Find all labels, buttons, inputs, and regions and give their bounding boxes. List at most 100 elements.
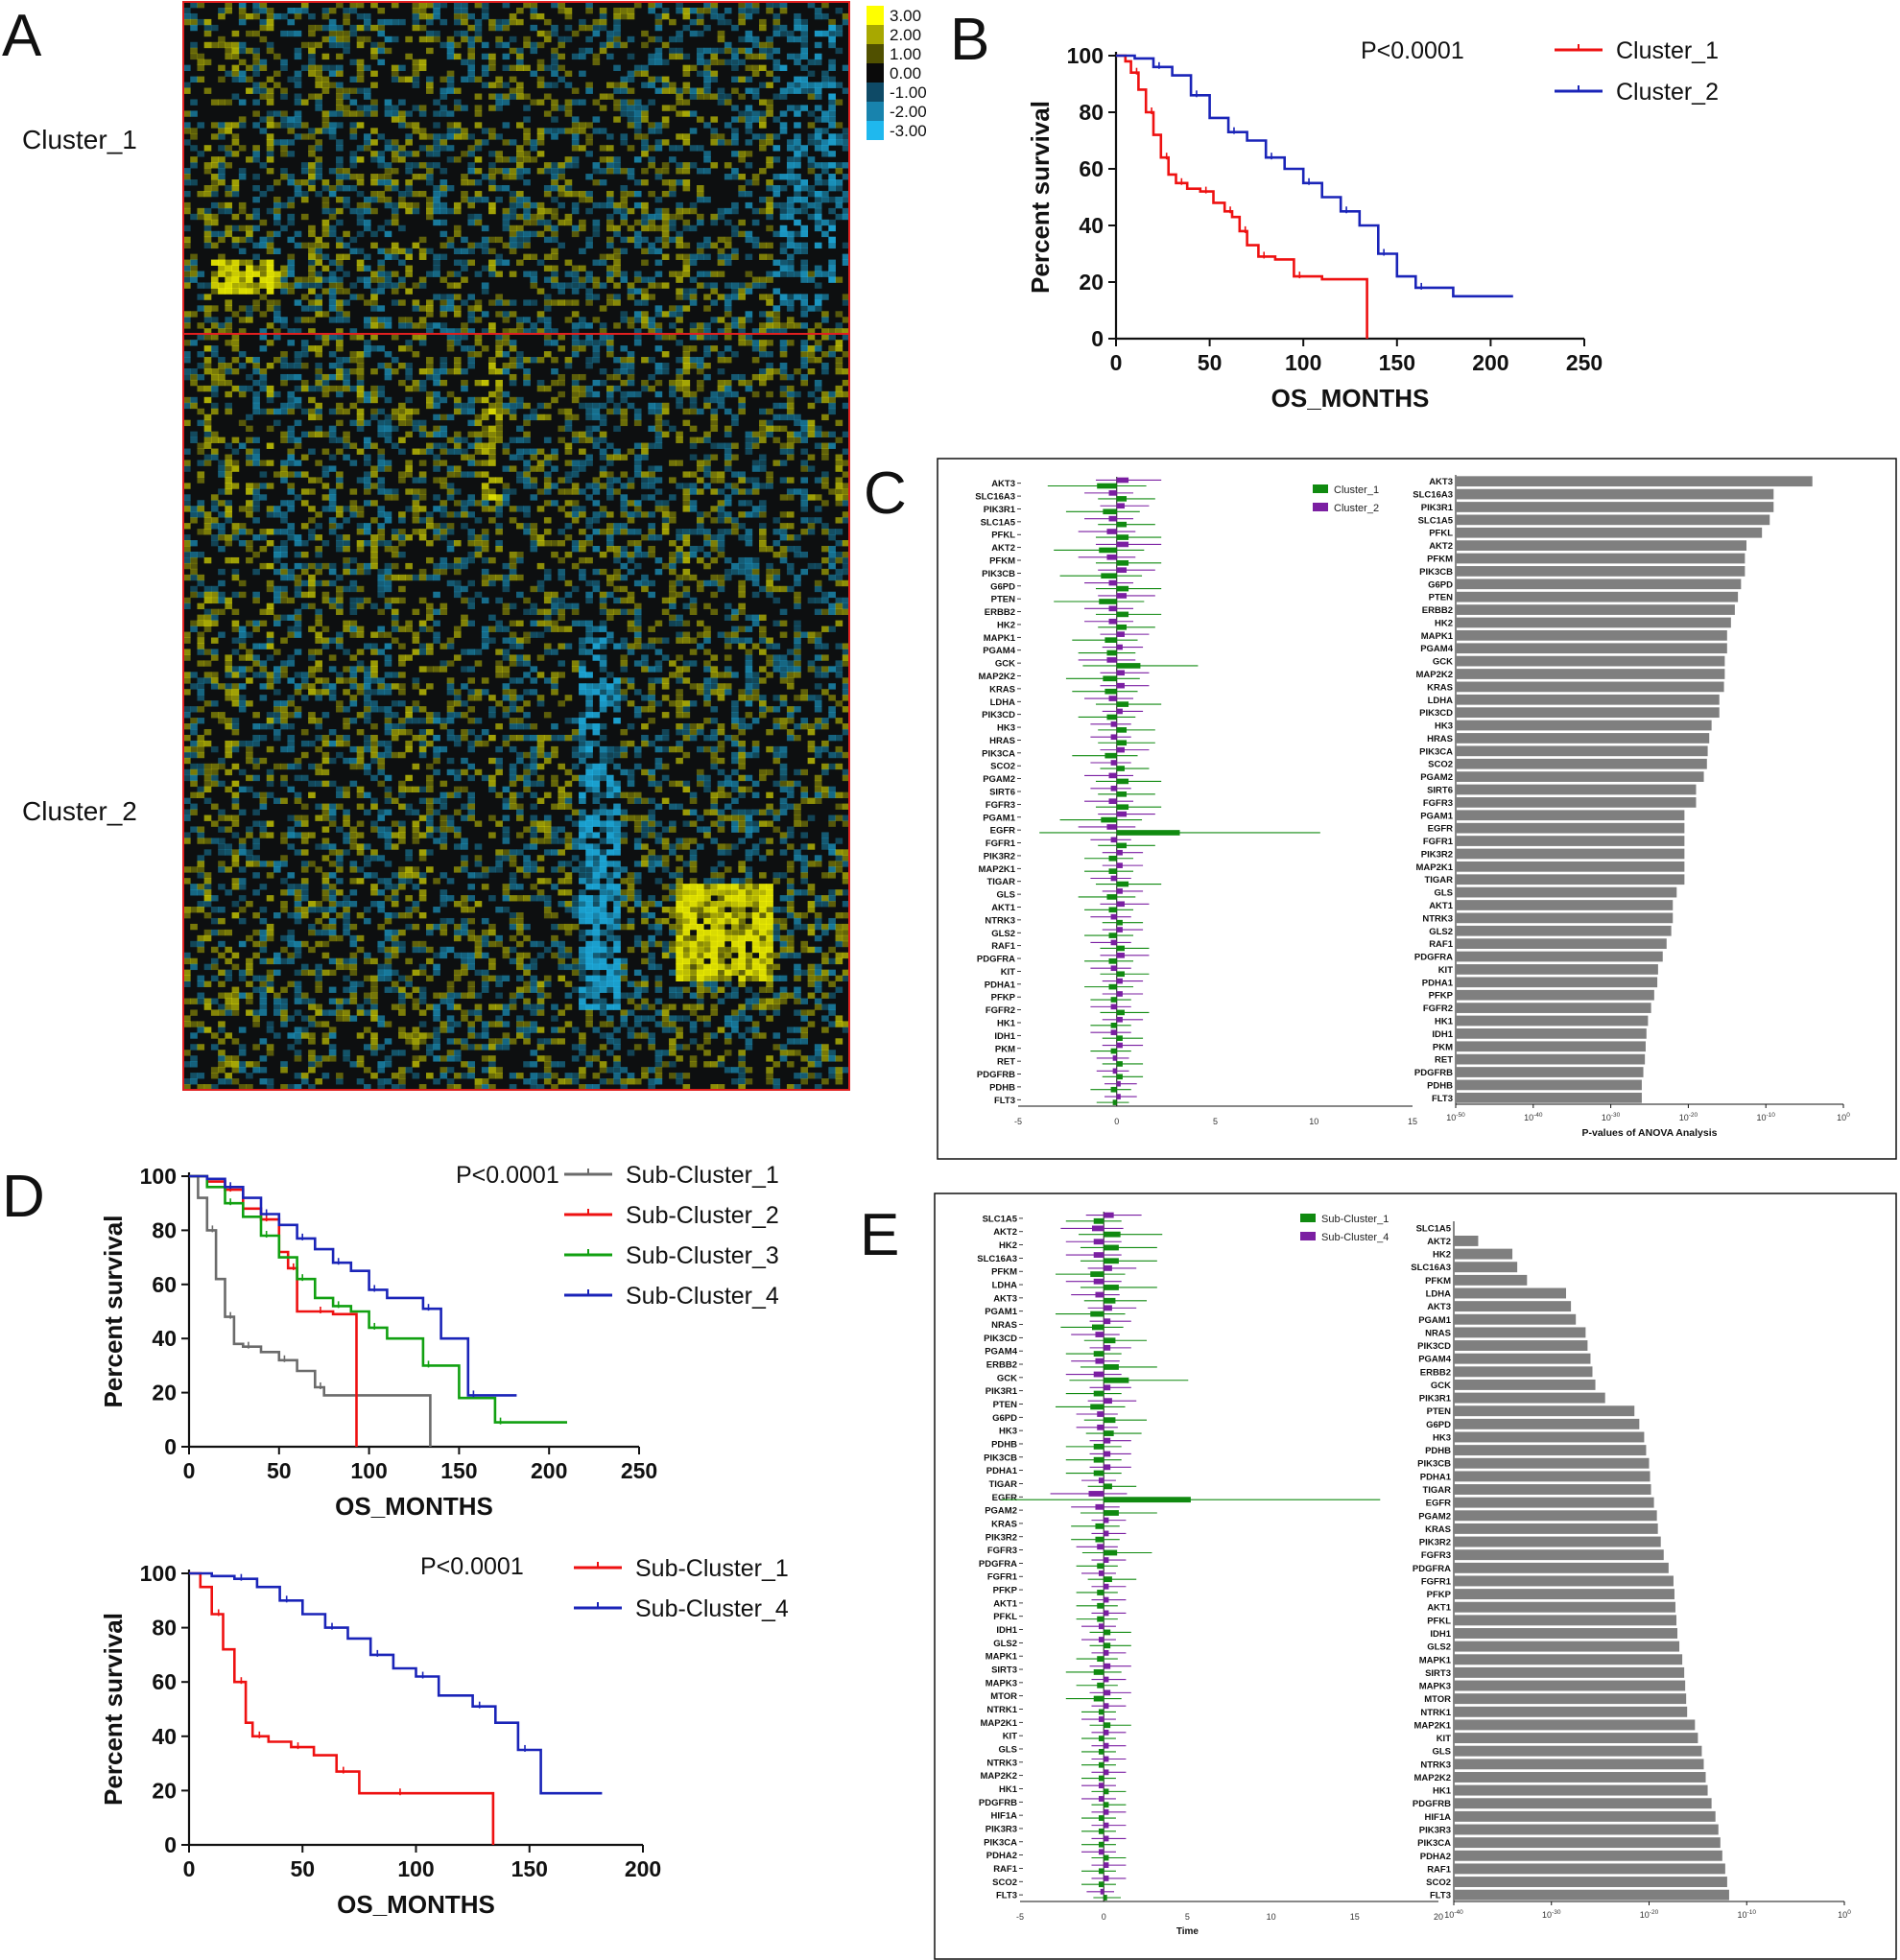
heatmap-cell bbox=[592, 546, 601, 553]
heatmap-cell bbox=[412, 70, 420, 77]
heatmap-cell bbox=[641, 168, 649, 175]
heatmap-cell bbox=[579, 556, 586, 564]
heatmap-cell bbox=[363, 322, 371, 329]
heatmap-cell bbox=[551, 540, 558, 547]
heatmap-cell bbox=[641, 471, 649, 478]
heatmap-cell bbox=[724, 59, 732, 66]
heatmap-cell bbox=[231, 311, 240, 318]
heatmap-cell bbox=[502, 672, 511, 678]
heatmap-cell bbox=[426, 523, 434, 530]
heatmap-cell bbox=[599, 666, 607, 673]
heatmap-cell bbox=[328, 506, 337, 512]
heatmap-cell bbox=[842, 602, 850, 610]
heatmap-cell bbox=[488, 184, 496, 192]
heatmap-cell bbox=[814, 562, 822, 570]
heatmap-cell bbox=[516, 236, 524, 244]
heatmap-cell bbox=[433, 122, 440, 129]
heatmap-cell bbox=[398, 551, 406, 558]
heatmap-cell bbox=[745, 500, 753, 507]
heatmap-cell bbox=[231, 179, 240, 186]
heatmap-cell bbox=[669, 660, 677, 667]
heatmap-cell bbox=[343, 196, 350, 203]
heatmap-cell bbox=[842, 677, 850, 684]
heatmap-cell bbox=[210, 408, 219, 415]
heatmap-cell bbox=[627, 608, 635, 616]
heatmap-cell bbox=[738, 219, 746, 226]
heatmap-cell bbox=[585, 597, 593, 604]
heatmap-cell bbox=[328, 363, 337, 369]
heatmap-cell bbox=[661, 506, 670, 512]
heatmap-cell bbox=[231, 242, 240, 249]
heatmap-cell bbox=[523, 207, 531, 215]
heatmap-cell bbox=[564, 282, 573, 289]
heatmap-cell bbox=[724, 442, 732, 449]
heatmap-cell bbox=[412, 162, 420, 169]
heatmap-cell bbox=[759, 99, 767, 106]
heatmap-cell bbox=[418, 190, 427, 198]
heatmap-cell bbox=[252, 448, 260, 455]
heatmap-cell bbox=[821, 500, 829, 507]
heatmap-cell bbox=[661, 139, 670, 146]
heatmap-cell bbox=[606, 156, 614, 163]
heatmap-cell bbox=[738, 294, 746, 300]
heatmap-cell bbox=[772, 529, 781, 535]
heatmap-cell bbox=[551, 105, 558, 111]
heatmap-cell bbox=[543, 614, 552, 621]
heatmap-cell bbox=[426, 76, 434, 83]
heatmap-cell bbox=[766, 373, 773, 381]
heatmap-cell bbox=[551, 276, 558, 283]
heatmap-cell bbox=[391, 546, 399, 553]
heatmap-cell bbox=[536, 448, 545, 455]
heatmap-cell bbox=[315, 379, 322, 387]
heatmap-cell bbox=[391, 529, 399, 535]
heatmap-cell bbox=[343, 431, 350, 437]
heatmap-cell bbox=[669, 213, 677, 221]
heatmap-cell bbox=[731, 483, 739, 489]
heatmap-cell bbox=[696, 546, 704, 553]
heatmap-cell bbox=[738, 477, 746, 484]
heatmap-cell bbox=[696, 529, 704, 535]
heatmap-cell bbox=[751, 460, 760, 466]
heatmap-cell bbox=[481, 70, 489, 77]
heatmap-cell bbox=[814, 637, 822, 644]
heatmap-cell bbox=[280, 151, 288, 157]
heatmap-cell bbox=[786, 87, 795, 94]
heatmap-cell bbox=[349, 597, 358, 604]
heatmap-cell bbox=[426, 174, 434, 180]
heatmap-cell bbox=[710, 672, 719, 678]
heatmap-cell bbox=[502, 574, 511, 581]
heatmap-cell bbox=[606, 637, 614, 644]
heatmap-cell bbox=[654, 637, 663, 644]
heatmap-cell bbox=[509, 488, 517, 495]
heatmap-cell bbox=[779, 666, 788, 673]
heatmap-cell bbox=[246, 12, 253, 20]
heatmap-cell bbox=[509, 396, 517, 404]
heatmap-cell bbox=[391, 488, 399, 495]
heatmap-cell bbox=[738, 35, 746, 43]
heatmap-cell bbox=[308, 299, 316, 306]
heatmap-cell bbox=[710, 93, 719, 100]
heatmap-cell bbox=[585, 672, 593, 678]
heatmap-cell bbox=[641, 442, 649, 449]
heatmap-cell bbox=[246, 87, 253, 94]
heatmap-cell bbox=[280, 597, 288, 604]
heatmap-cell bbox=[717, 402, 725, 410]
heatmap-cell bbox=[509, 299, 517, 306]
heatmap-cell bbox=[266, 24, 274, 32]
heatmap-cell bbox=[210, 437, 219, 443]
heatmap-cell bbox=[571, 340, 580, 346]
heatmap-cell bbox=[751, 506, 760, 512]
heatmap-cell bbox=[377, 477, 386, 484]
heatmap-cell bbox=[745, 53, 753, 60]
heatmap-cell bbox=[446, 367, 455, 375]
heatmap-cell bbox=[814, 579, 822, 587]
heatmap-cell bbox=[530, 299, 538, 306]
heatmap-cell bbox=[370, 99, 378, 106]
heatmap-cell bbox=[696, 282, 704, 289]
heatmap-cell bbox=[842, 494, 850, 501]
heatmap-cell bbox=[606, 523, 614, 530]
heatmap-cell bbox=[835, 660, 843, 667]
heatmap-cell bbox=[842, 317, 850, 323]
heatmap-cell bbox=[502, 602, 511, 610]
heatmap-cell bbox=[474, 448, 483, 455]
